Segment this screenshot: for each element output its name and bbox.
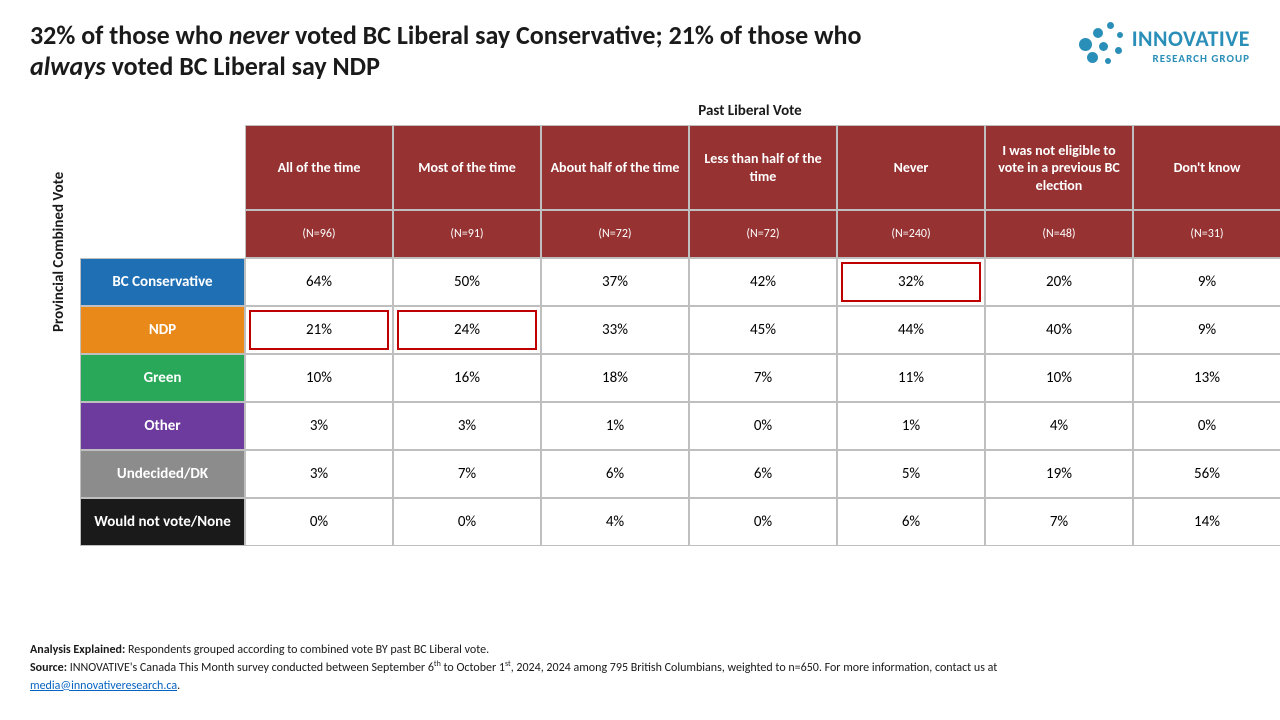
data-cell: 16%: [393, 354, 541, 402]
data-cell: 19%: [985, 450, 1133, 498]
column-header: Less than half of the time: [689, 125, 837, 210]
row-header: Would not vote/None: [80, 498, 245, 546]
data-cell: 9%: [1133, 258, 1280, 306]
data-cell: 20%: [985, 258, 1133, 306]
logo-brand: INNOVATIVE: [1132, 25, 1250, 52]
column-header: All of the time: [245, 125, 393, 210]
data-cell: 7%: [689, 354, 837, 402]
data-cell: 45%: [689, 306, 837, 354]
data-cell: 24%: [393, 306, 541, 354]
data-cell: 5%: [837, 450, 985, 498]
table-container: Past Liberal Vote Provincial Combined Vo…: [30, 102, 1250, 546]
column-header: Most of the time: [393, 125, 541, 210]
corner-cell: [80, 125, 245, 210]
data-cell: 40%: [985, 306, 1133, 354]
column-header: About half of the time: [541, 125, 689, 210]
data-cell: 9%: [1133, 306, 1280, 354]
data-cell: 3%: [393, 402, 541, 450]
column-n: (N=48): [985, 210, 1133, 258]
row-header: Undecided/DK: [80, 450, 245, 498]
contact-email[interactable]: media@innovativeresearch.ca: [30, 679, 177, 693]
header: 32% of those who never voted BC Liberal …: [30, 20, 1250, 82]
column-header: I was not eligible to vote in a previous…: [985, 125, 1133, 210]
data-cell: 0%: [1133, 402, 1280, 450]
column-n: (N=96): [245, 210, 393, 258]
source-label: Source:: [30, 661, 67, 675]
data-cell: 0%: [245, 498, 393, 546]
data-cell: 0%: [689, 498, 837, 546]
data-cell: 21%: [245, 306, 393, 354]
column-n: (N=31): [1133, 210, 1280, 258]
data-cell: 4%: [985, 402, 1133, 450]
analysis-label: Analysis Explained:: [30, 643, 125, 657]
row-axis-label: Provincial Combined Vote: [50, 172, 68, 332]
source-text-3: , 2024, 2024 among 795 British Columbian…: [511, 661, 998, 675]
data-cell: 0%: [689, 402, 837, 450]
column-n: (N=72): [541, 210, 689, 258]
analysis-text: Respondents grouped according to combine…: [125, 643, 489, 657]
data-cell: 4%: [541, 498, 689, 546]
column-n: (N=72): [689, 210, 837, 258]
row-header: Green: [80, 354, 245, 402]
data-cell: 3%: [245, 402, 393, 450]
data-cell: 10%: [245, 354, 393, 402]
logo: INNOVATIVE RESEARCH GROUP: [1077, 20, 1250, 70]
data-cell: 13%: [1133, 354, 1280, 402]
data-cell: 0%: [393, 498, 541, 546]
data-cell: 56%: [1133, 450, 1280, 498]
data-cell: 6%: [689, 450, 837, 498]
footer-notes: Analysis Explained: Respondents grouped …: [30, 642, 1250, 695]
column-header: Don't know: [1133, 125, 1280, 210]
column-header: Never: [837, 125, 985, 210]
data-cell: 6%: [541, 450, 689, 498]
data-cell: 44%: [837, 306, 985, 354]
column-n: (N=240): [837, 210, 985, 258]
data-cell: 32%: [837, 258, 985, 306]
data-cell: 3%: [245, 450, 393, 498]
column-axis-label: Past Liberal Vote: [250, 102, 1250, 120]
data-cell: 64%: [245, 258, 393, 306]
data-cell: 7%: [393, 450, 541, 498]
logo-icon: [1077, 20, 1127, 70]
data-cell: 1%: [837, 402, 985, 450]
data-cell: 33%: [541, 306, 689, 354]
data-cell: 10%: [985, 354, 1133, 402]
row-header: Other: [80, 402, 245, 450]
data-cell: 7%: [985, 498, 1133, 546]
data-cell: 14%: [1133, 498, 1280, 546]
data-cell: 11%: [837, 354, 985, 402]
logo-sub: RESEARCH GROUP: [1132, 52, 1250, 65]
data-cell: 42%: [689, 258, 837, 306]
row-header: NDP: [80, 306, 245, 354]
data-table: All of the timeMost of the timeAbout hal…: [80, 125, 1250, 546]
page-title: 32% of those who never voted BC Liberal …: [30, 20, 880, 82]
source-text-1: INNOVATIVE's Canada This Month survey co…: [67, 661, 434, 675]
corner-cell: [80, 210, 245, 258]
data-cell: 18%: [541, 354, 689, 402]
column-n: (N=91): [393, 210, 541, 258]
data-cell: 37%: [541, 258, 689, 306]
source-text-2: to October 1: [441, 661, 505, 675]
data-cell: 6%: [837, 498, 985, 546]
data-cell: 1%: [541, 402, 689, 450]
row-header: BC Conservative: [80, 258, 245, 306]
data-cell: 50%: [393, 258, 541, 306]
